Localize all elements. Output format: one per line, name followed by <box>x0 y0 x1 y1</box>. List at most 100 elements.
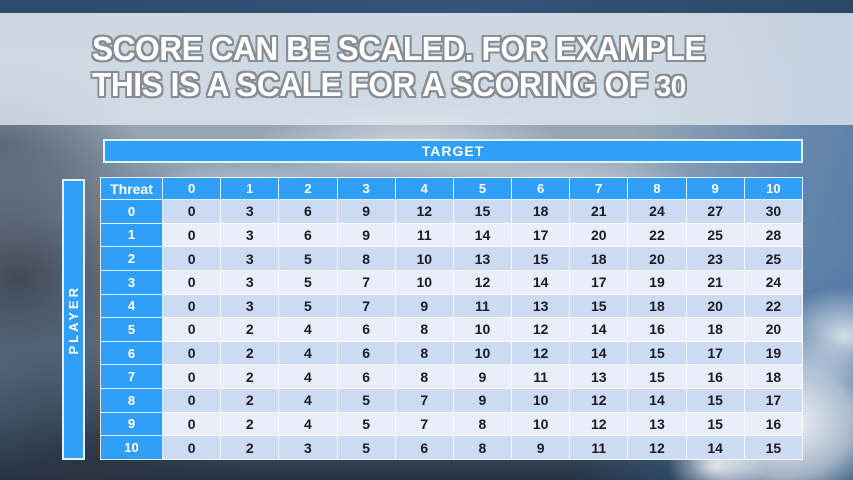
score-cell: 3 <box>220 199 280 224</box>
score-cell: 14 <box>627 388 687 413</box>
score-cell: 10 <box>394 246 454 271</box>
player-row-header: 7 <box>100 364 163 389</box>
score-cell: 9 <box>511 435 571 460</box>
score-cell: 27 <box>685 199 745 224</box>
title-band: SCORE CAN BE SCALED. FOR EXAMPLE THIS IS… <box>0 13 853 125</box>
score-cell: 4 <box>278 411 338 437</box>
table-row: 1 0 3 6 9 11 14 17 20 22 25 28 <box>100 222 804 248</box>
table-head: Threat 0 1 2 3 4 5 6 7 8 9 10 <box>100 177 804 200</box>
player-row-header: 0 <box>100 199 163 224</box>
target-col-header: 2 <box>278 177 338 200</box>
score-cell: 9 <box>336 222 396 248</box>
table-row: 7 0 2 4 6 8 9 11 13 15 16 18 <box>100 364 804 389</box>
score-cell: 12 <box>627 435 687 460</box>
score-cell: 15 <box>511 246 571 271</box>
score-cell: 10 <box>452 340 513 366</box>
score-cell: 3 <box>220 293 280 319</box>
table-row: 6 0 2 4 6 8 10 12 14 15 17 19 <box>100 340 804 366</box>
title-scale-number: 30 <box>655 70 686 103</box>
score-cell: 14 <box>452 222 513 248</box>
score-cell: 4 <box>278 364 338 389</box>
score-cell: 8 <box>394 340 454 366</box>
score-cell: 18 <box>511 199 571 224</box>
table-row: 0 0 3 6 9 12 15 18 21 24 27 30 <box>100 199 804 224</box>
score-cell: 3 <box>278 435 338 460</box>
score-cell: 2 <box>220 388 280 413</box>
player-row-header: 5 <box>100 317 163 342</box>
player-row-header: 3 <box>100 269 163 295</box>
score-cell: 12 <box>511 317 571 342</box>
score-cell: 6 <box>336 364 396 389</box>
target-col-header: 0 <box>161 177 222 200</box>
score-cell: 9 <box>452 364 513 389</box>
score-cell: 9 <box>336 199 396 224</box>
score-cell: 0 <box>161 340 222 366</box>
table-row: 5 0 2 4 6 8 10 12 14 16 18 20 <box>100 317 804 342</box>
score-cell: 11 <box>511 364 571 389</box>
score-cell: 28 <box>743 222 804 248</box>
score-cell: 15 <box>627 364 687 389</box>
score-cell: 11 <box>394 222 454 248</box>
score-cell: 18 <box>627 293 687 319</box>
score-cell: 8 <box>394 317 454 342</box>
score-cell: 17 <box>743 388 804 413</box>
player-row-header: 2 <box>100 246 163 271</box>
score-cell: 12 <box>511 340 571 366</box>
score-cell: 11 <box>452 293 513 319</box>
score-cell: 4 <box>278 388 338 413</box>
score-cell: 2 <box>220 411 280 437</box>
score-cell: 21 <box>685 269 745 295</box>
score-cell: 18 <box>569 246 629 271</box>
score-cell: 22 <box>743 293 804 319</box>
score-cell: 30 <box>743 199 804 224</box>
target-col-header: 10 <box>743 177 804 200</box>
score-cell: 6 <box>394 435 454 460</box>
target-col-header: 7 <box>569 177 629 200</box>
score-cell: 0 <box>161 222 222 248</box>
score-cell: 14 <box>569 317 629 342</box>
score-cell: 0 <box>161 364 222 389</box>
score-cell: 17 <box>569 269 629 295</box>
table-row: 2 0 3 5 8 10 13 15 18 20 23 25 <box>100 246 804 271</box>
score-cell: 5 <box>278 246 338 271</box>
score-cell: 25 <box>685 222 745 248</box>
target-header-bar: TARGET <box>103 139 803 163</box>
score-cell: 23 <box>685 246 745 271</box>
score-cell: 3 <box>220 222 280 248</box>
score-cell: 6 <box>336 340 396 366</box>
score-cell: 2 <box>220 435 280 460</box>
score-cell: 13 <box>452 246 513 271</box>
score-cell: 5 <box>278 293 338 319</box>
player-row-header: 4 <box>100 293 163 319</box>
table-row: 10 0 2 3 5 6 8 9 11 12 14 15 <box>100 435 804 460</box>
score-cell: 20 <box>627 246 687 271</box>
score-cell: 2 <box>220 340 280 366</box>
score-cell: 13 <box>511 293 571 319</box>
player-row-header: 6 <box>100 340 163 366</box>
header-row: Threat 0 1 2 3 4 5 6 7 8 9 10 <box>100 177 804 200</box>
score-cell: 5 <box>336 388 396 413</box>
score-cell: 9 <box>394 293 454 319</box>
score-cell: 16 <box>685 364 745 389</box>
score-cell: 0 <box>161 435 222 460</box>
player-label: PLAYER <box>66 284 81 355</box>
score-cell: 15 <box>685 411 745 437</box>
score-cell: 0 <box>161 317 222 342</box>
target-col-header: 5 <box>452 177 513 200</box>
score-cell: 10 <box>394 269 454 295</box>
score-cell: 25 <box>743 246 804 271</box>
score-cell: 7 <box>394 411 454 437</box>
score-cell: 8 <box>452 435 513 460</box>
threat-corner-header: Threat <box>100 177 163 200</box>
player-row-header: 8 <box>100 388 163 413</box>
score-cell: 7 <box>336 269 396 295</box>
table-row: 8 0 2 4 5 7 9 10 12 14 15 17 <box>100 388 804 413</box>
score-cell: 18 <box>743 364 804 389</box>
score-cell: 6 <box>336 317 396 342</box>
score-cell: 24 <box>627 199 687 224</box>
score-cell: 17 <box>511 222 571 248</box>
score-cell: 15 <box>452 199 513 224</box>
score-cell: 12 <box>394 199 454 224</box>
score-cell: 14 <box>685 435 745 460</box>
